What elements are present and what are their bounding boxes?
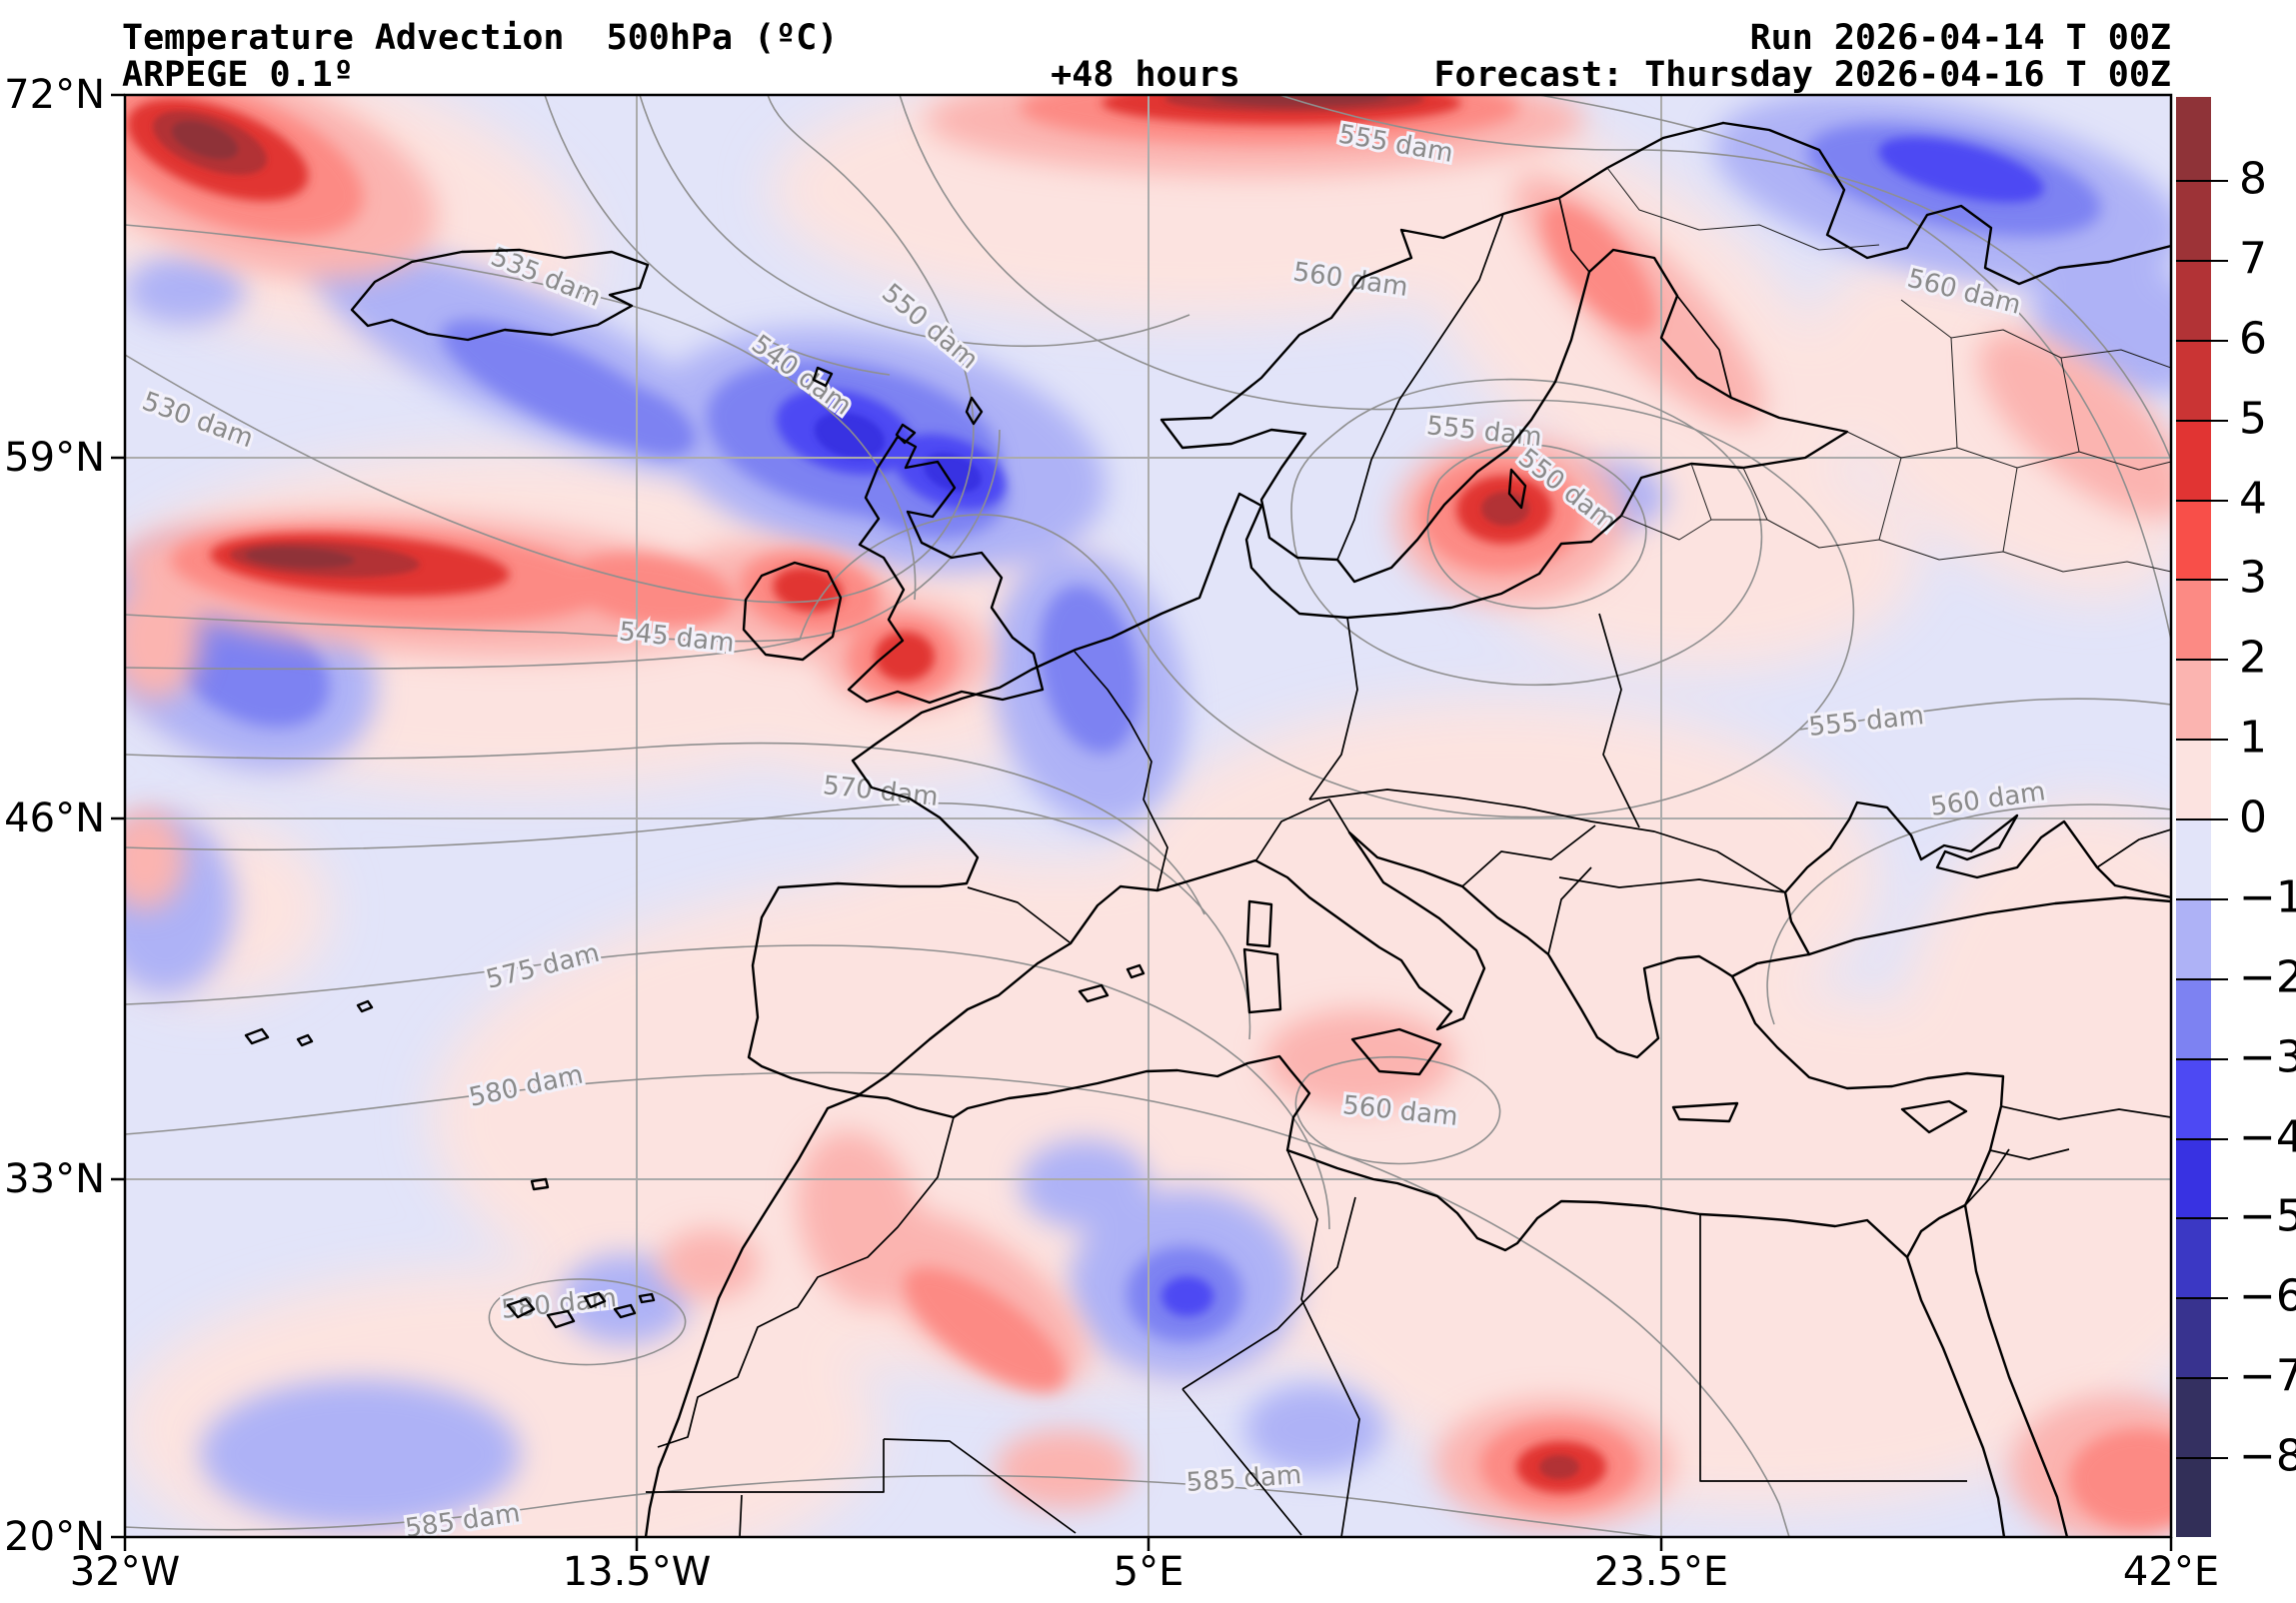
colorbar-tick-label: 2 (2239, 632, 2267, 684)
colorbar-segment (2176, 1297, 2211, 1378)
lon-tick-label: 5°E (1113, 1549, 1184, 1595)
colorbar-tick (2176, 739, 2228, 742)
colorbar-tick (2176, 897, 2228, 900)
country-borders (646, 167, 2171, 1537)
geopotential-contour-lines (125, 95, 2171, 1537)
colorbar-segment (2176, 1057, 2211, 1138)
colorbar-tick-label: −2 (2239, 951, 2296, 1003)
colorbar-tick-label: −7 (2239, 1350, 2296, 1402)
colorbar-tick (2176, 180, 2228, 182)
colorbar-tick (2176, 977, 2228, 980)
colorbar (2176, 97, 2211, 1537)
colorbar-tick-label: 7 (2239, 233, 2267, 285)
colorbar-tick-label: 8 (2239, 153, 2267, 205)
colorbar-segment (2176, 180, 2211, 260)
colorbar-tick (2176, 579, 2228, 582)
lat-tick-label: 72°N (4, 72, 105, 118)
colorbar-tick-label: −3 (2239, 1031, 2296, 1083)
colorbar-tick (2176, 1137, 2228, 1140)
colorbar-segment (2176, 259, 2211, 340)
coastlines (244, 121, 2171, 1537)
lat-tick-label: 33°N (4, 1156, 105, 1202)
colorbar-tick-label: 6 (2239, 313, 2267, 365)
colorbar-segment (2176, 97, 2211, 180)
colorbar-tick-label: −8 (2239, 1430, 2296, 1482)
lead-time-label: +48 hours (1051, 55, 1240, 95)
colorbar-tick (2176, 1297, 2228, 1300)
colorbar-tick (2176, 1057, 2228, 1060)
colorbar-segment (2176, 1457, 2211, 1537)
lat-tick-label: 59°N (4, 435, 105, 481)
colorbar-tick-label: 4 (2239, 472, 2267, 524)
colorbar-segment (2176, 339, 2211, 420)
colorbar-segment (2176, 1217, 2211, 1298)
colorbar-tick (2176, 818, 2228, 820)
colorbar-segment (2176, 579, 2211, 660)
colorbar-segment (2176, 897, 2211, 978)
colorbar-tick (2176, 1377, 2228, 1380)
colorbar-tick (2176, 499, 2228, 502)
colorbar-tick (2176, 419, 2228, 422)
axis-ticks (111, 93, 2173, 1551)
colorbar-tick-label: −4 (2239, 1110, 2296, 1162)
colorbar-tick (2176, 659, 2228, 662)
graticule-gridlines (125, 95, 2171, 1537)
colorbar-tick-label: 5 (2239, 393, 2267, 445)
colorbar-tick (2176, 259, 2228, 262)
colorbar-segment (2176, 977, 2211, 1058)
colorbar-tick-label: −5 (2239, 1190, 2296, 1242)
colorbar-tick (2176, 1457, 2228, 1459)
chart-title: Temperature Advection 500hPa (ºC) (122, 18, 839, 58)
lon-tick-label: 32°W (69, 1549, 181, 1595)
colorbar-segment (2176, 739, 2211, 818)
colorbar-segment (2176, 419, 2211, 500)
colorbar-segment (2176, 1377, 2211, 1457)
colorbar-segment (2176, 1137, 2211, 1218)
colorbar-tick-label: 1 (2239, 712, 2267, 764)
colorbar-tick-label: 0 (2239, 792, 2267, 843)
forecast-label: Forecast: Thursday 2026-04-16 T 00Z (1433, 55, 2171, 95)
lon-tick-label: 23.5°E (1593, 1549, 1729, 1595)
lon-tick-label: 42°E (2122, 1549, 2220, 1595)
colorbar-tick-label: −6 (2239, 1270, 2296, 1322)
lon-tick-label: 13.5°W (562, 1549, 712, 1595)
colorbar-segment (2176, 659, 2211, 740)
colorbar-tick-label: 3 (2239, 552, 2267, 604)
colorbar-segment (2176, 818, 2211, 898)
colorbar-segment (2176, 499, 2211, 580)
colorbar-tick (2176, 339, 2228, 342)
run-label: Run 2026-04-14 T 00Z (1749, 18, 2171, 58)
lat-tick-label: 20°N (4, 1514, 105, 1560)
colorbar-tick (2176, 1217, 2228, 1220)
model-label: ARPEGE 0.1º (122, 55, 354, 95)
lat-tick-label: 46°N (4, 796, 105, 841)
colorbar-tick-label: −1 (2239, 871, 2296, 923)
